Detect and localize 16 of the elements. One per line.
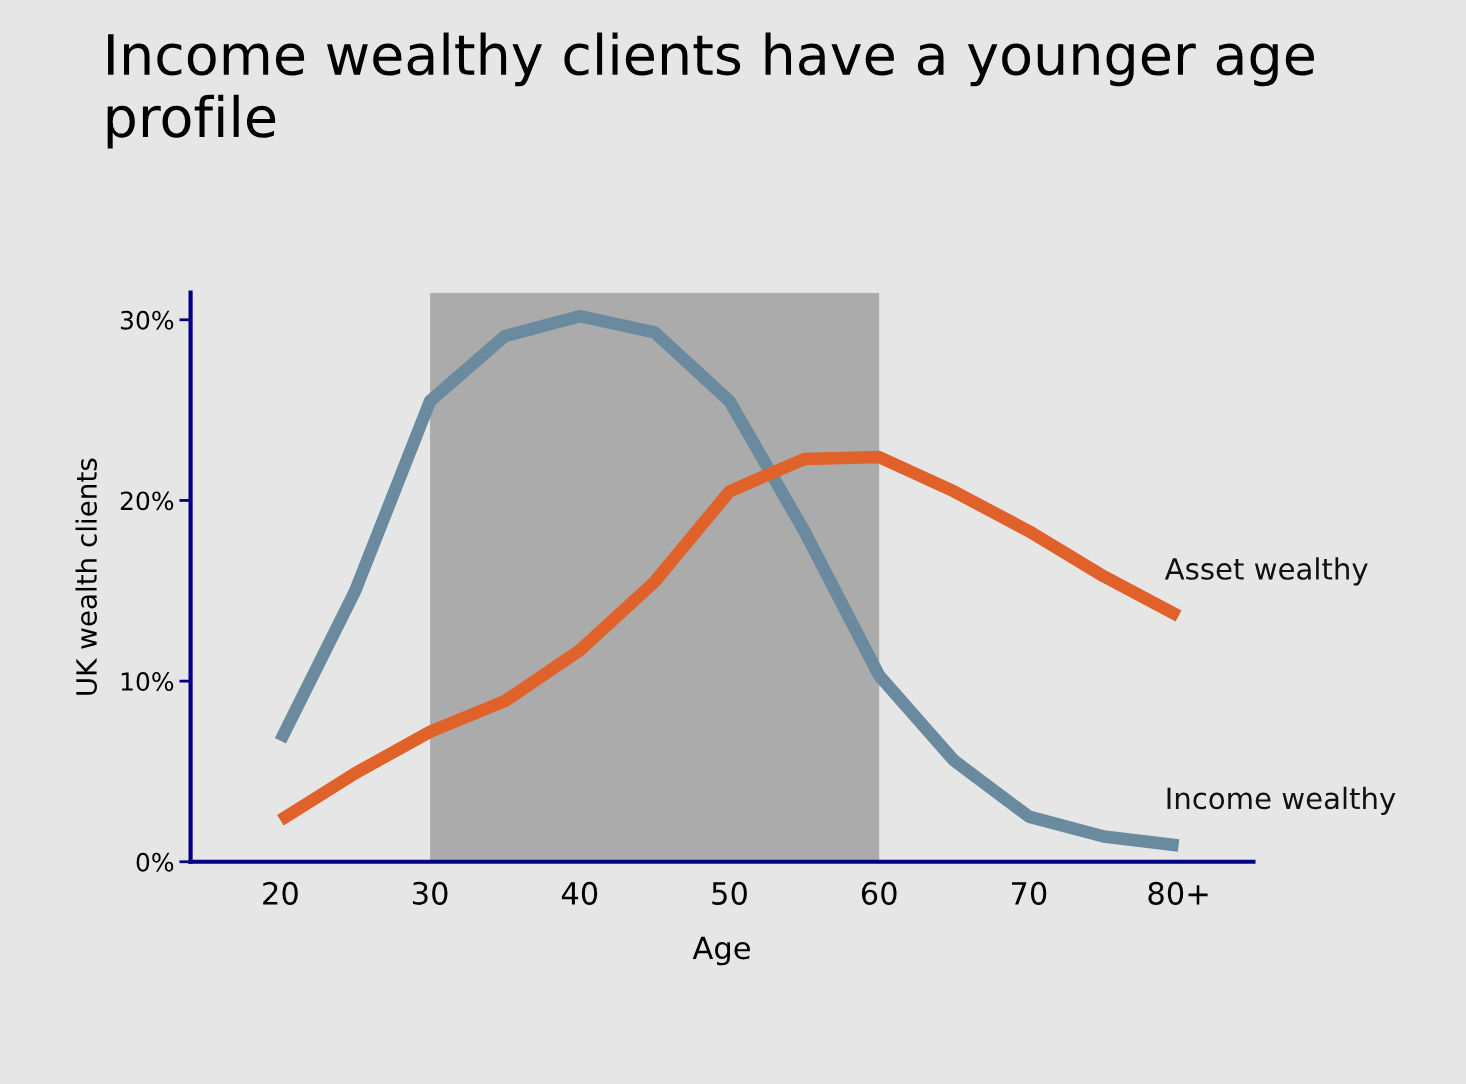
x-tick-label: 80+ [1148, 881, 1208, 905]
chart-title: Income wealthy clients have a younger age profile [107, 32, 1314, 149]
x-tick-label: 40 [561, 881, 598, 905]
y-tick-label: 20% [120, 491, 174, 511]
series-label: Income wealthy [1167, 786, 1396, 815]
x-tick-label: 70 [1011, 881, 1047, 905]
y-tick-label: 10% [121, 672, 174, 691]
series-label: Asset wealthy [1164, 557, 1368, 586]
x-tick-label: 50 [712, 881, 747, 905]
y-tick-label: 30% [120, 310, 174, 330]
x-tick-label: 30 [412, 881, 448, 905]
y-tick-label: 0% [136, 852, 174, 872]
x-tick-label: 60 [861, 881, 897, 905]
y-axis-title: UK wealth clients [75, 458, 97, 695]
x-axis-title: Age [692, 936, 750, 966]
x-tick-label: 20 [263, 881, 298, 905]
